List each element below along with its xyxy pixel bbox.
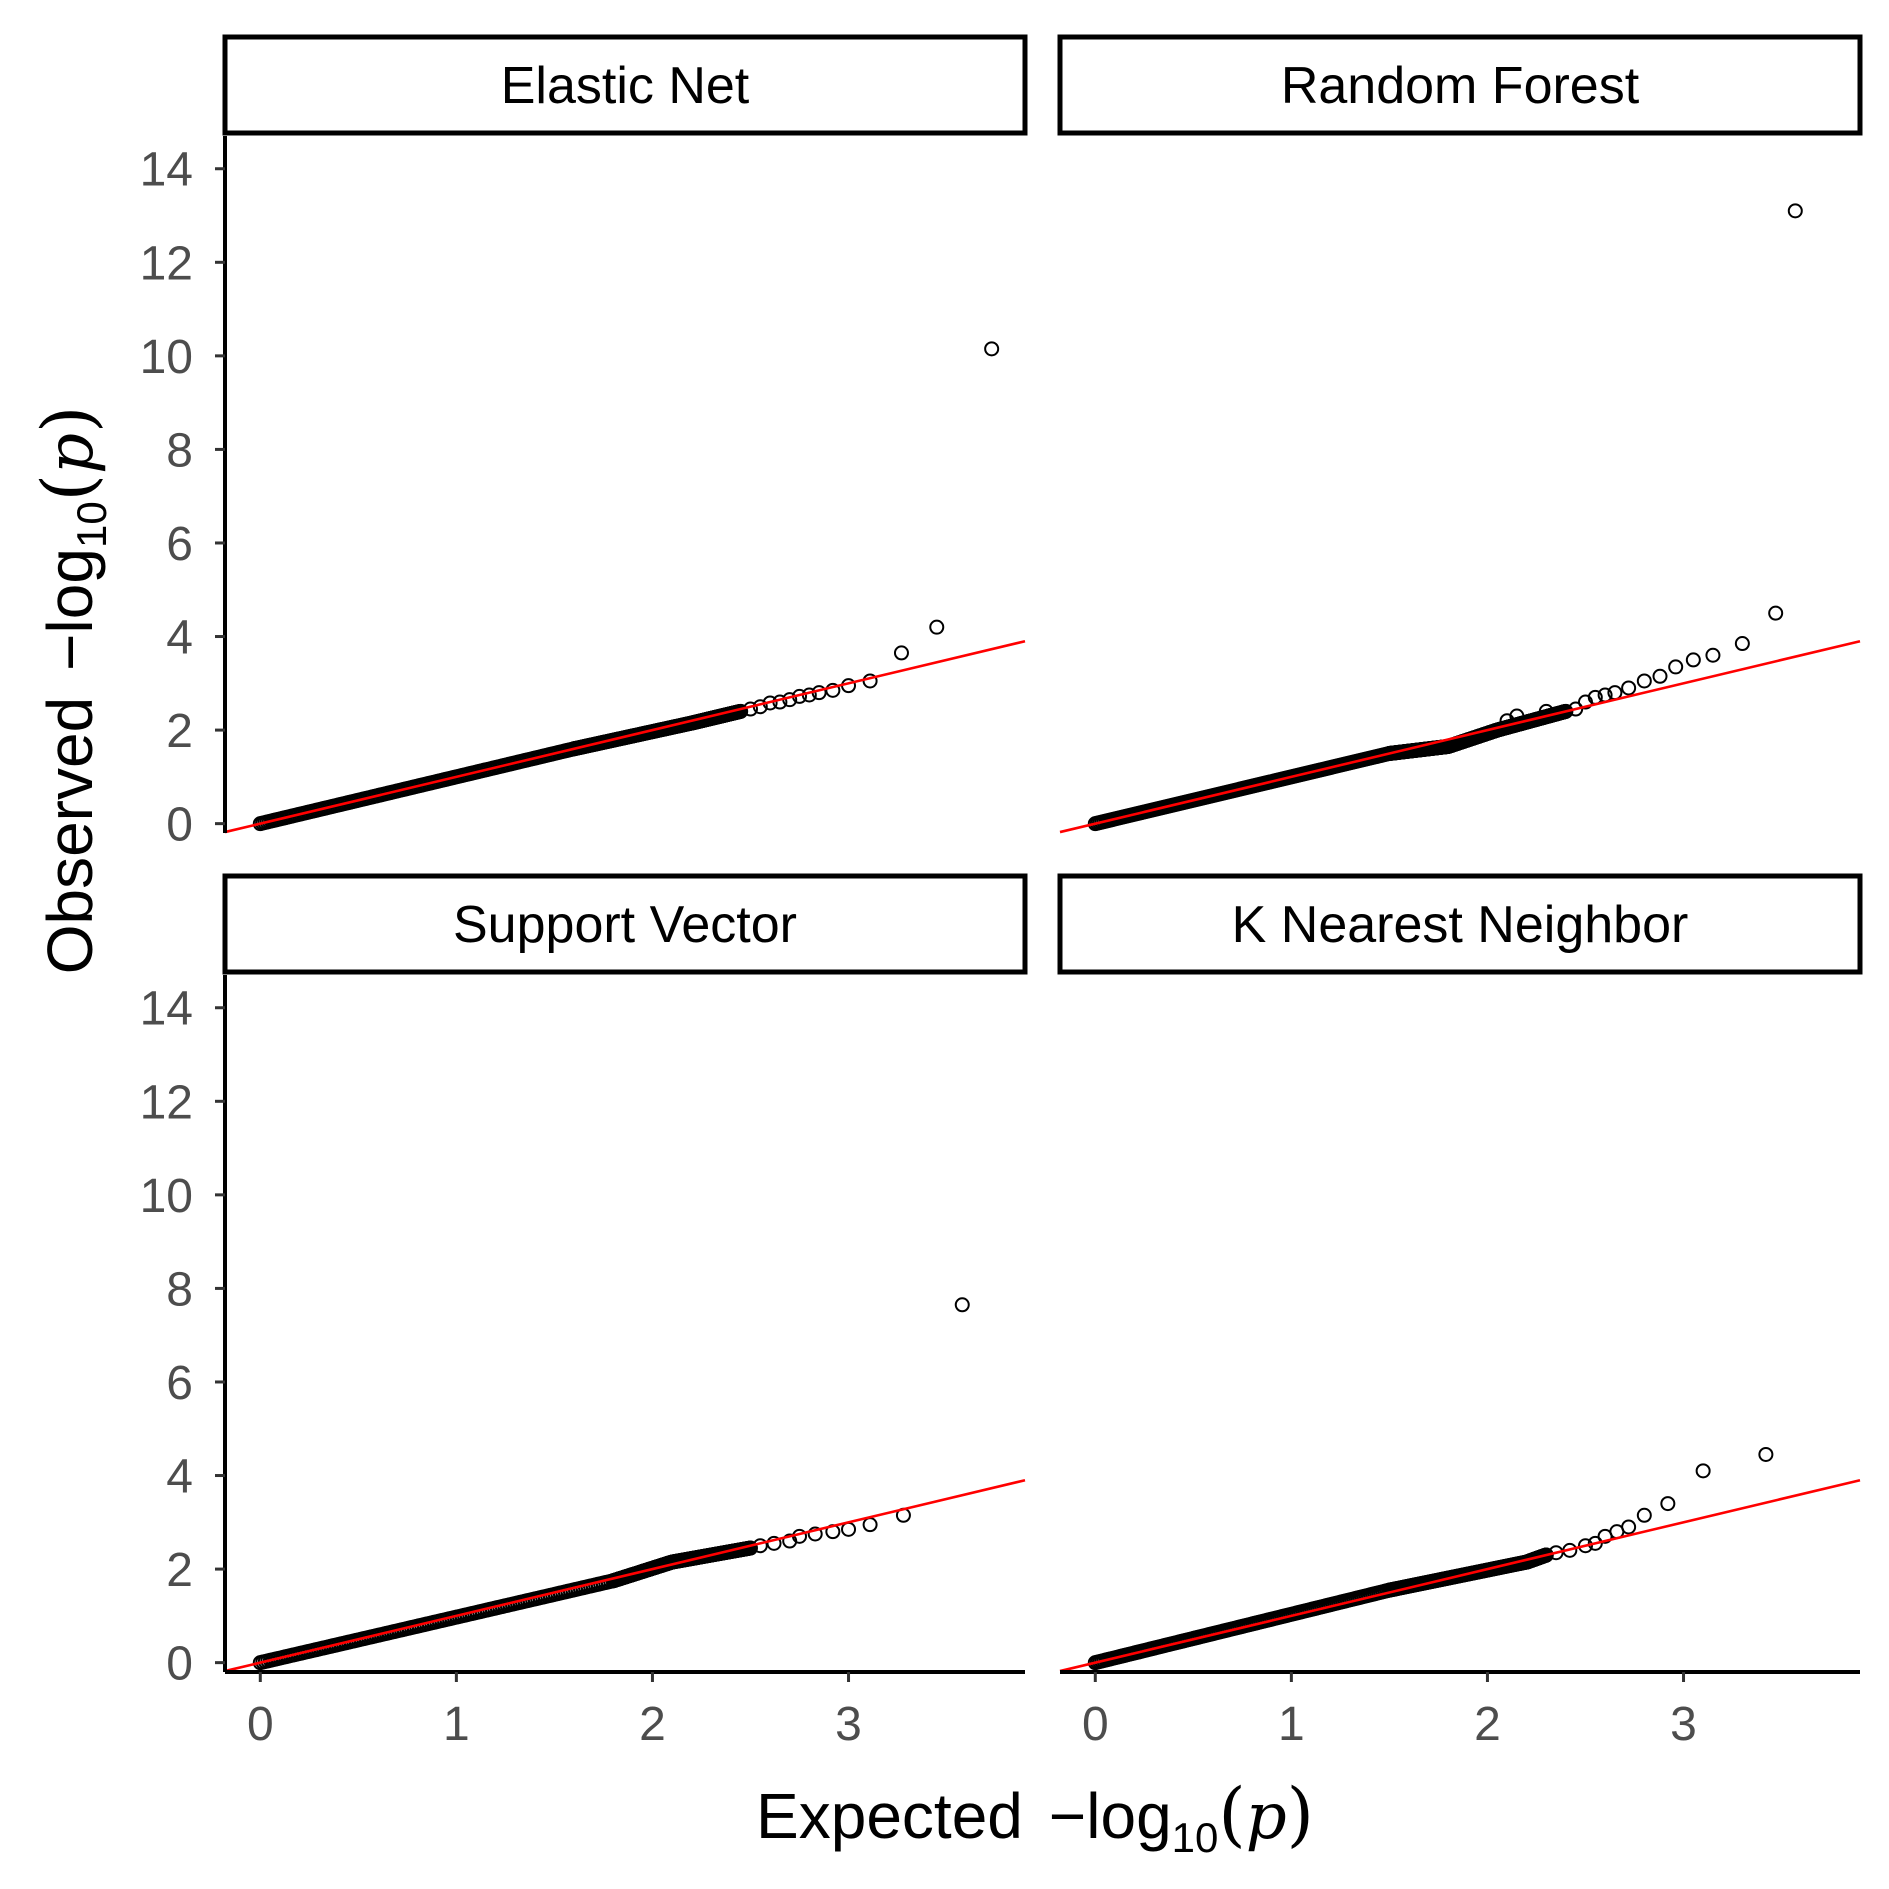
y-tick-label: 10	[140, 1170, 193, 1223]
data-point	[1787, 203, 1803, 219]
svg-text:Expected−log10(p): Expected −log10(p)	[756, 1773, 1314, 1861]
data-point	[1734, 636, 1750, 652]
x-tick-label: 3	[835, 1698, 862, 1751]
panel-k-nearest-neighbor: K Nearest Neighbor 0 1 2 3	[1057, 873, 1863, 1751]
data-point	[1558, 703, 1574, 719]
data-point	[1621, 680, 1637, 696]
x-tick-label: 3	[1670, 1698, 1697, 1751]
data-point	[929, 619, 945, 635]
data-point	[1758, 1446, 1774, 1462]
y-tick-label: 6	[166, 518, 193, 571]
y-axis-title: Observed−log10(p)	[27, 406, 115, 975]
x-tick-label: 1	[1278, 1698, 1305, 1751]
y-tick-label: 0	[166, 1638, 193, 1691]
y-tick-label: 10	[140, 331, 193, 384]
x-tick-label: 0	[247, 1698, 274, 1751]
data-point	[825, 682, 841, 698]
data-point	[1548, 1545, 1564, 1561]
facet-strip	[1057, 34, 1863, 136]
y-tick-label: 14	[140, 983, 193, 1036]
data-point	[1668, 659, 1684, 675]
y-tick-label: 12	[140, 237, 193, 290]
facet-title: Elastic Net	[501, 57, 750, 115]
x-tick-label: 1	[443, 1698, 470, 1751]
facet-strip	[222, 34, 1028, 136]
x-tick-label: 2	[1474, 1698, 1501, 1751]
data-point	[1705, 647, 1721, 663]
data-point	[1652, 668, 1668, 684]
panel-elastic-net: Elastic Net 0 2 4 6 8 10 12 14	[140, 34, 1028, 852]
x-tick-label: 2	[639, 1698, 666, 1751]
data-point	[1660, 1496, 1676, 1512]
y-tick-label: 2	[166, 1544, 193, 1597]
data-point	[1636, 1507, 1652, 1523]
y-tick-label: 8	[166, 1263, 193, 1316]
facet-strip	[222, 873, 1028, 975]
facet-strip	[1057, 873, 1863, 975]
x-tick-label: 0	[1082, 1698, 1109, 1751]
x-axis-title-prefix: Expected	[756, 1780, 1023, 1852]
data-point	[1695, 1463, 1711, 1479]
panel-random-forest: Random Forest	[1057, 34, 1863, 834]
y-tick-label: 14	[140, 144, 193, 197]
svg-text:Observed−log10(p): Observed−log10(p)	[27, 406, 115, 975]
y-tick-label: 2	[166, 705, 193, 758]
reference-line	[1059, 639, 1861, 834]
data-point	[954, 1297, 970, 1313]
y-tick-label: 6	[166, 1357, 193, 1410]
facet-title: K Nearest Neighbor	[1232, 896, 1689, 954]
y-tick-label: 4	[166, 1451, 193, 1504]
data-point	[1587, 1535, 1603, 1551]
reference-line	[224, 639, 1026, 834]
data-point	[807, 1526, 823, 1542]
facet-title: Random Forest	[1281, 57, 1640, 115]
data-point	[1568, 701, 1584, 717]
data-point	[893, 645, 909, 661]
data-point	[1538, 703, 1554, 719]
reference-line	[1059, 1478, 1861, 1673]
y-tick-label: 0	[166, 799, 193, 852]
y-tick-label: 4	[166, 612, 193, 665]
y-tick-label: 8	[166, 424, 193, 477]
data-point	[766, 1535, 782, 1551]
y-tick-label: 12	[140, 1076, 193, 1129]
data-point	[1636, 673, 1652, 689]
x-axis-title: Expected −log10(p)	[756, 1773, 1314, 1861]
data-point	[1685, 652, 1701, 668]
y-axis-title-prefix: Observed	[34, 697, 106, 974]
data-point	[1768, 605, 1784, 621]
data-point	[984, 341, 1000, 357]
reference-line	[224, 1478, 1026, 1673]
data-point	[1538, 1547, 1554, 1563]
facet-title: Support Vector	[453, 896, 797, 954]
data-point	[1621, 1519, 1637, 1535]
data-point	[1577, 1538, 1593, 1554]
